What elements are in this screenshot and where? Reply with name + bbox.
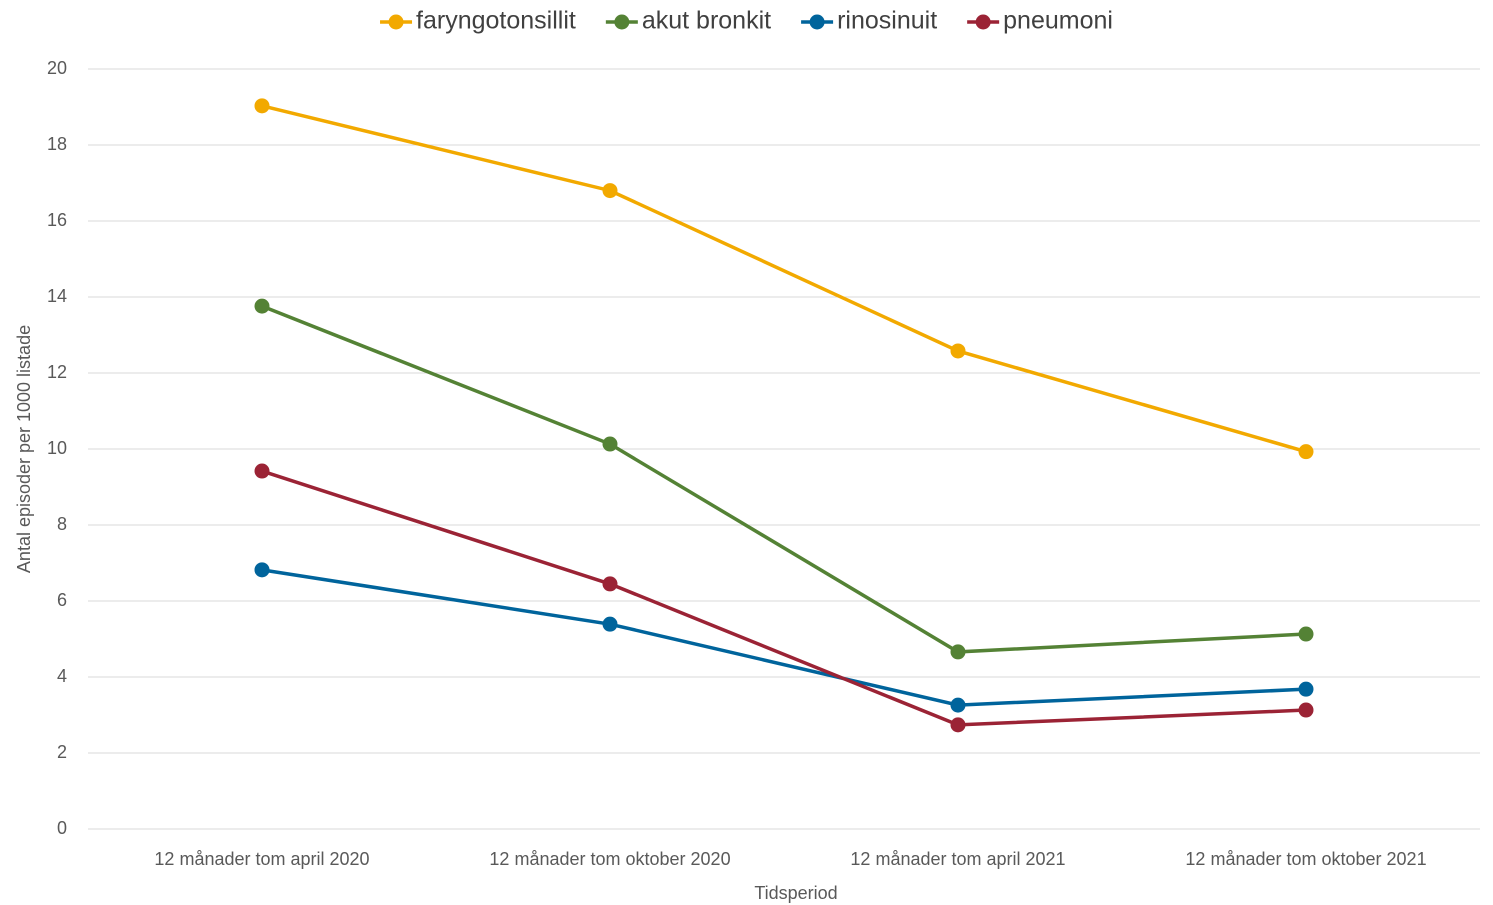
legend-marker — [975, 14, 991, 30]
y-tick-label: 8 — [57, 514, 67, 534]
series-line — [261, 104, 1307, 454]
point — [1298, 702, 1314, 718]
y-tick-label: 0 — [57, 818, 67, 838]
point — [950, 644, 966, 660]
y-tick-label: 16 — [47, 210, 67, 230]
legend-marker — [809, 14, 825, 30]
x-tick-label: 12 månader tom april 2021 — [850, 849, 1065, 869]
y-tick-label: 12 — [47, 362, 67, 382]
point — [1298, 681, 1314, 697]
y-tick-label: 10 — [47, 438, 67, 458]
point — [602, 616, 618, 632]
y-tick-label: 6 — [57, 590, 67, 610]
series-line — [261, 469, 1307, 727]
y-tick-label: 14 — [47, 286, 67, 306]
legend-marker — [614, 14, 630, 30]
point — [254, 98, 270, 114]
legend-label: faryngotonsillit — [416, 7, 576, 35]
point — [254, 463, 270, 479]
y-tick-label: 2 — [57, 742, 67, 762]
x-tick-label: 12 månader tom oktober 2020 — [489, 849, 730, 869]
legend-label: rinosinuit — [837, 7, 937, 35]
point — [950, 717, 966, 733]
x-tick-label: 12 månader tom april 2020 — [154, 849, 369, 869]
x-tick-label: 12 månader tom oktober 2021 — [1185, 849, 1426, 869]
legend-label: pneumoni — [1003, 7, 1113, 35]
x-axis-label: Tidsperiod — [754, 883, 837, 903]
point — [602, 436, 618, 452]
y-tick-label: 18 — [47, 134, 67, 154]
legend-label: akut bronkit — [642, 7, 771, 35]
legend-marker — [388, 14, 404, 30]
point — [602, 183, 618, 199]
y-tick-label: 20 — [47, 58, 67, 78]
point — [254, 562, 270, 578]
y-tick-label: 4 — [57, 666, 67, 686]
point — [602, 576, 618, 592]
y-axis-label: Antal episoder per 1000 listade — [14, 325, 34, 573]
point — [1298, 444, 1314, 460]
point — [950, 697, 966, 713]
series-line — [261, 304, 1307, 654]
series-line — [261, 568, 1307, 707]
point — [1298, 626, 1314, 642]
point — [254, 298, 270, 314]
point — [950, 343, 966, 359]
